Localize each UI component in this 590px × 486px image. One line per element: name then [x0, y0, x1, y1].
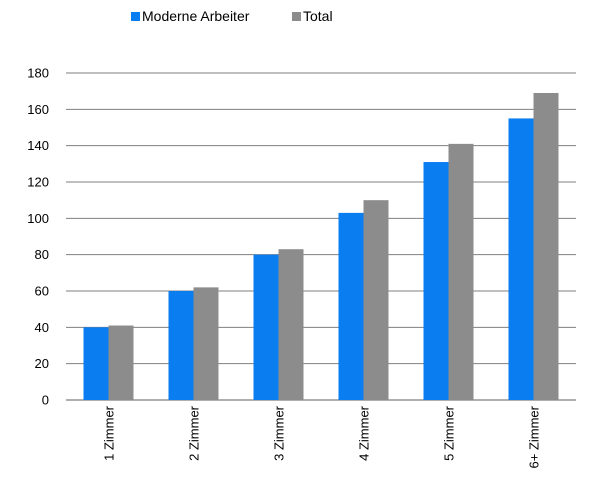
legend: Moderne Arbeiter Total [131, 8, 333, 24]
bar-total-1 [108, 325, 134, 400]
y-tick-label: 140 [27, 138, 49, 153]
y-tick-label: 120 [27, 175, 49, 190]
bar-total-3 [278, 249, 304, 400]
y-tick-label: 100 [27, 211, 49, 226]
y-tick-label: 0 [42, 393, 49, 408]
bar-moderne-arbeiter-1 [83, 327, 109, 400]
x-tick-label: 5 Zimmer [442, 405, 457, 461]
x-tick-label: 4 Zimmer [357, 405, 372, 461]
x-tick-label: 2 Zimmer [187, 405, 202, 461]
x-tick-label: 3 Zimmer [272, 405, 287, 461]
bar-moderne-arbeiter-2 [168, 291, 194, 400]
legend-label-total: Total [303, 8, 333, 24]
bar-total-4 [363, 200, 389, 400]
y-tick-label: 180 [27, 66, 49, 81]
x-axis: 1 Zimmer 2 Zimmer 3 Zimmer 4 Zimmer 5 Zimmer… [102, 405, 542, 468]
x-tick-label: 1 Zimmer [102, 405, 117, 461]
y-tick-label: 80 [35, 247, 49, 262]
legend-swatch-moderne-arbeiter [131, 12, 140, 21]
legend-swatch-total [292, 12, 301, 21]
bar-total-6 [533, 92, 559, 400]
gridlines [66, 72, 576, 401]
bar-moderne-arbeiter-5 [423, 162, 449, 400]
bar-total-2 [193, 287, 219, 400]
y-tick-label: 60 [35, 284, 49, 299]
y-axis: 0 20 40 60 80 100 120 140 160 180 [27, 66, 49, 408]
bar-moderne-arbeiter-3 [253, 254, 279, 400]
bar-moderne-arbeiter-4 [338, 212, 364, 400]
y-tick-label: 20 [35, 356, 49, 371]
bar-total-5 [448, 143, 474, 400]
legend-label-moderne-arbeiter: Moderne Arbeiter [142, 8, 250, 24]
y-tick-label: 40 [35, 320, 49, 335]
x-tick-label: 6+ Zimmer [527, 405, 542, 468]
bar-moderne-arbeiter-6 [508, 118, 534, 401]
bars [83, 92, 559, 401]
y-tick-label: 160 [27, 102, 49, 117]
